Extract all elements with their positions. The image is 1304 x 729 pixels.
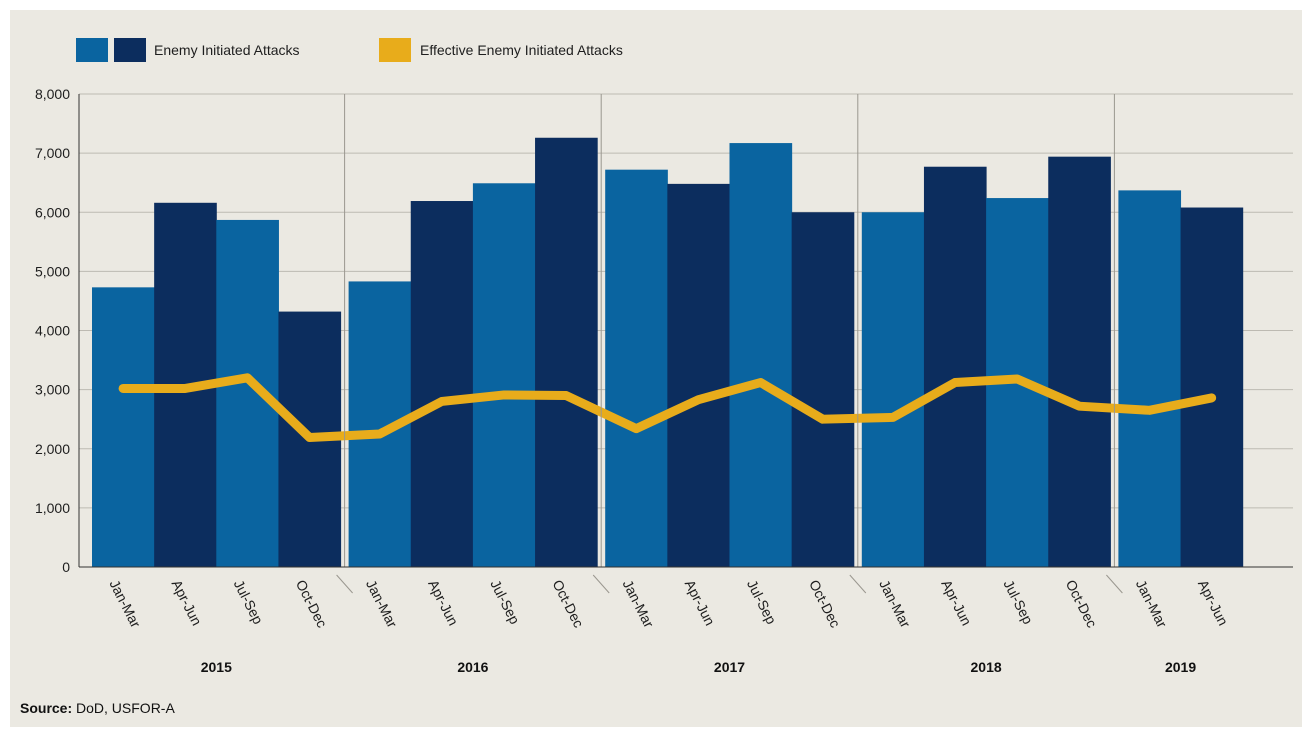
x-tick-label: Jul-Sep	[487, 577, 523, 627]
year-label: 2015	[201, 659, 232, 675]
source-label: Source:	[20, 700, 73, 716]
chart-frame: Enemy Initiated Attacks Effective Enemy …	[10, 10, 1302, 727]
bar	[605, 169, 668, 567]
bar	[1180, 207, 1244, 567]
bar	[472, 183, 536, 567]
group-separator-tick	[336, 574, 353, 594]
y-tick-label: 1,000	[35, 500, 70, 516]
group-separator-tick	[592, 574, 610, 594]
x-tick-label: Jan-Mar	[876, 577, 914, 630]
bar	[410, 201, 474, 568]
bars-layer	[92, 137, 1244, 568]
line-layer	[118, 373, 1217, 443]
x-tick-label: Jul-Sep	[231, 577, 267, 627]
bar	[861, 212, 925, 567]
legend-label-effective: Effective Enemy Initiated Attacks	[420, 42, 623, 58]
y-tick-label: 3,000	[35, 382, 70, 398]
y-tick-label: 0	[62, 559, 70, 575]
y-tick-label: 8,000	[35, 86, 70, 102]
x-tick-label: Jan-Mar	[363, 577, 401, 630]
bar	[1118, 190, 1182, 567]
y-tick-label: 7,000	[35, 145, 70, 161]
source-text: DoD, USFOR-A	[76, 700, 175, 716]
x-tick-label: Jan-Mar	[620, 577, 658, 630]
bar	[791, 212, 855, 567]
group-separator-tick	[849, 574, 867, 594]
bar	[535, 137, 598, 567]
x-tick-label: Apr-Jun	[682, 577, 719, 628]
x-tick-label: Jan-Mar	[1133, 577, 1171, 630]
year-label: 2016	[457, 659, 488, 675]
bar	[667, 183, 730, 567]
x-tick-label: Oct-Dec	[549, 577, 587, 630]
x-tick-label: Jan-Mar	[106, 577, 144, 630]
y-tick-label: 4,000	[35, 323, 70, 339]
source-note: Source: DoD, USFOR-A	[20, 700, 175, 716]
x-tick-label: Jul-Sep	[744, 577, 780, 627]
x-tick-label: Oct-Dec	[806, 577, 844, 630]
bar	[729, 143, 793, 568]
x-tick-label: Apr-Jun	[1195, 577, 1232, 628]
x-tick-label: Oct-Dec	[1063, 577, 1101, 630]
x-tick-label: Apr-Jun	[169, 577, 206, 628]
effective-attacks-line	[118, 373, 1217, 443]
year-label: 2017	[714, 659, 745, 675]
legend-swatch-dark	[114, 38, 146, 62]
y-tick-label: 5,000	[35, 263, 70, 279]
bar	[92, 287, 155, 567]
bar	[923, 166, 987, 567]
bar	[1048, 156, 1111, 568]
legend-swatch-light	[76, 38, 108, 62]
legend-swatch-effective	[379, 38, 411, 62]
attacks-chart: Enemy Initiated Attacks Effective Enemy …	[35, 38, 1293, 675]
x-tick-label: Jul-Sep	[1001, 577, 1037, 627]
year-label: 2019	[1165, 659, 1196, 675]
group-separator-tick	[1106, 574, 1123, 594]
x-tick-label: Apr-Jun	[938, 577, 975, 628]
y-tick-label: 2,000	[35, 441, 70, 457]
legend: Enemy Initiated Attacks Effective Enemy …	[76, 38, 623, 62]
y-tick-label: 6,000	[35, 204, 70, 220]
x-tick-label: Apr-Jun	[425, 577, 462, 628]
year-label: 2018	[971, 659, 1002, 675]
legend-label-attacks: Enemy Initiated Attacks	[154, 42, 300, 58]
x-tick-label: Oct-Dec	[293, 577, 331, 630]
